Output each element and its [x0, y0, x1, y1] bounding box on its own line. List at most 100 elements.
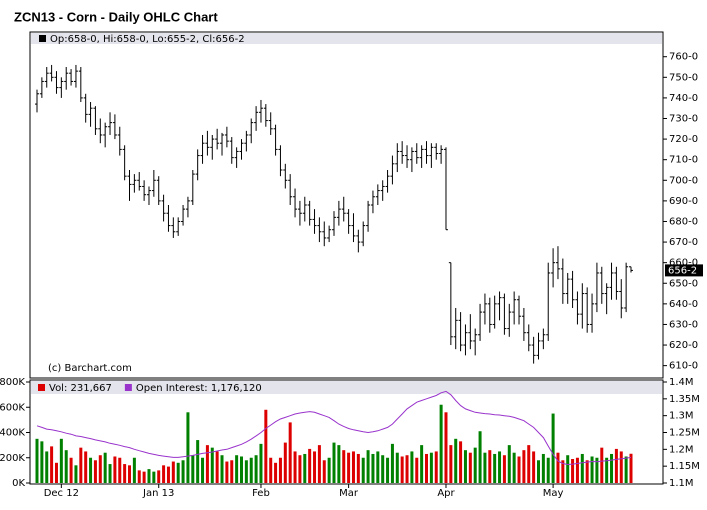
- volume-bar: [498, 451, 502, 483]
- volume-bar: [386, 457, 390, 483]
- price-legend-bar: [31, 33, 662, 44]
- y2-tick-label: 1.1M: [669, 478, 694, 489]
- volume-bar: [89, 457, 93, 483]
- volume-bar: [337, 445, 341, 483]
- volume-bar: [629, 453, 633, 483]
- legend-label: Open Interest: 1,176,120: [136, 383, 262, 394]
- volume-bar: [181, 460, 185, 483]
- volume-bar: [342, 450, 346, 483]
- volume-bar: [64, 450, 68, 483]
- volume-bar: [118, 457, 122, 483]
- volume-bar: [332, 442, 336, 483]
- volume-bar: [415, 457, 419, 483]
- volume-bar: [40, 441, 44, 483]
- volume-bar: [230, 460, 234, 483]
- volume-bar: [454, 438, 458, 483]
- volume-bar: [50, 446, 54, 483]
- volume-bar: [176, 462, 180, 483]
- x-tick-label: Apr: [437, 488, 455, 499]
- y-tick-label: 610-0: [669, 361, 698, 372]
- volume-bar: [269, 457, 273, 483]
- y-tick-label: 710-0: [669, 155, 698, 166]
- volume-bar: [459, 441, 463, 483]
- volume-bar: [395, 452, 399, 483]
- volume-bar: [205, 445, 209, 483]
- volume-bar: [244, 460, 248, 483]
- volume-bar: [546, 457, 550, 483]
- volume-bar: [103, 452, 107, 483]
- volume-bar: [605, 457, 609, 483]
- volume-bar: [59, 438, 63, 483]
- y-tick-label: 720-0: [669, 134, 698, 145]
- volume-bar: [585, 460, 589, 483]
- y2-tick-label: 1.4M: [669, 377, 694, 388]
- volume-bar: [98, 455, 102, 483]
- volume-bar: [483, 452, 487, 483]
- volume-bar: [298, 455, 302, 483]
- volume-bar: [517, 456, 521, 483]
- y2-tick-label: 1.3M: [669, 411, 694, 422]
- volume-bar: [619, 451, 623, 483]
- volume-bar: [303, 453, 307, 483]
- volume-bar: [215, 451, 219, 483]
- volume-bar: [132, 457, 136, 483]
- volume-bar: [361, 457, 365, 483]
- price-panel: [29, 31, 664, 379]
- y-tick-label: 600K: [0, 402, 25, 413]
- volume-bar: [93, 460, 97, 483]
- volume-bar: [478, 431, 482, 483]
- y-tick-label: 760-0: [669, 52, 698, 63]
- volume-bar: [327, 457, 331, 483]
- volume-bar: [366, 450, 370, 483]
- volume-bar: [610, 453, 614, 483]
- volume-bar: [463, 450, 467, 483]
- volume-bar: [624, 456, 628, 483]
- volume-bar: [322, 460, 326, 483]
- volume-bar: [166, 466, 170, 483]
- volume-bar: [351, 451, 355, 483]
- volume-bar: [512, 452, 516, 483]
- volume-bar: [356, 453, 360, 483]
- volume-bar: [556, 452, 560, 483]
- volume-bar: [274, 462, 278, 483]
- volume-legend-bar: [31, 381, 662, 394]
- volume-bar: [317, 445, 321, 483]
- volume-bar: [580, 453, 584, 483]
- volume-bar: [541, 453, 545, 483]
- volume-bar: [575, 457, 579, 483]
- volume-bar: [376, 451, 380, 483]
- volume-bar: [536, 460, 540, 483]
- volume-bar: [128, 465, 132, 483]
- volume-bar: [35, 438, 39, 483]
- volume-bar: [405, 455, 409, 483]
- volume-bar: [590, 456, 594, 483]
- volume-bar: [390, 443, 394, 483]
- volume-bar: [113, 456, 117, 483]
- legend-swatch: [38, 384, 45, 391]
- volume-bar: [196, 440, 200, 483]
- volume-bar: [308, 448, 312, 483]
- volume-bar: [171, 461, 175, 483]
- volume-bar: [595, 457, 599, 483]
- volume-bar: [444, 412, 448, 483]
- volume-bar: [191, 455, 195, 483]
- y-tick-label: 680-0: [669, 216, 698, 227]
- volume-bar: [288, 422, 292, 483]
- x-tick-label: Jan 13: [142, 488, 174, 499]
- x-tick-label: May: [543, 488, 564, 499]
- last-price-label: 656-2: [668, 265, 697, 276]
- y-tick-label: 200K: [0, 453, 25, 464]
- volume-bar: [371, 453, 375, 483]
- volume-bar: [566, 455, 570, 483]
- volume-bar: [600, 447, 604, 483]
- volume-bar: [108, 464, 112, 483]
- volume-bar: [293, 451, 297, 483]
- volume-bar: [400, 456, 404, 483]
- volume-bar: [507, 445, 511, 483]
- volume-bar: [439, 404, 443, 483]
- volume-bar: [434, 451, 438, 483]
- y-tick-label: 620-0: [669, 340, 698, 351]
- volume-bar: [429, 452, 433, 483]
- volume-bar: [186, 412, 190, 483]
